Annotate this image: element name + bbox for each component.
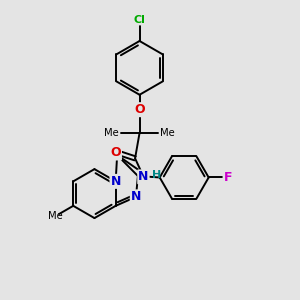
Text: Me: Me	[104, 128, 119, 138]
Text: Me: Me	[48, 211, 62, 221]
Text: N: N	[131, 190, 141, 203]
Text: H: H	[152, 170, 161, 180]
Text: O: O	[134, 103, 145, 116]
Text: N: N	[138, 170, 148, 183]
Text: N: N	[110, 175, 121, 188]
Text: Me: Me	[160, 128, 175, 138]
Text: Cl: Cl	[134, 14, 146, 25]
Text: F: F	[224, 171, 232, 184]
Text: O: O	[110, 146, 121, 160]
